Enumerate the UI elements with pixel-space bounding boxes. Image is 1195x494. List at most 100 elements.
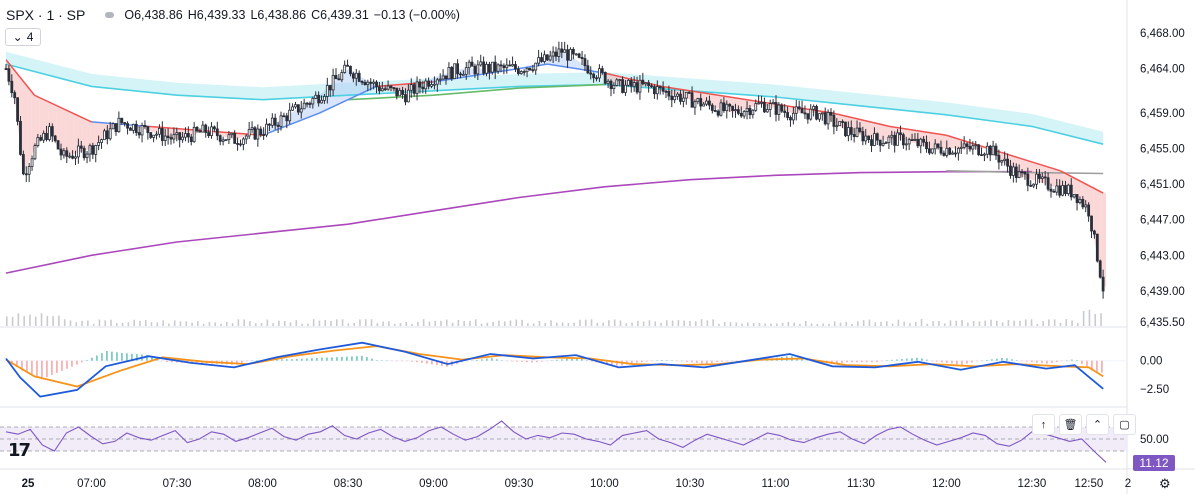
candle-body	[76, 145, 80, 158]
tradingview-logo[interactable]: 17	[8, 440, 31, 461]
candle-body	[392, 87, 396, 90]
macd-histogram-bar	[316, 357, 318, 361]
ema-cyan-cloud	[6, 51, 1104, 145]
ema-fill-segment	[293, 108, 298, 124]
volume-bar	[897, 319, 900, 326]
candle-body	[53, 135, 57, 142]
candle-body	[670, 95, 674, 101]
macd-histogram-bar	[361, 355, 363, 361]
macd-histogram-bar	[1046, 360, 1048, 364]
candle-body	[650, 85, 653, 88]
volume-bar	[440, 320, 442, 326]
volume-bar	[729, 322, 732, 326]
macd-histogram-bar	[126, 353, 128, 361]
candle-body	[742, 111, 746, 117]
collapse-pane-button[interactable]: ⌃	[1086, 414, 1109, 435]
candle-body	[13, 92, 17, 99]
macd-histogram-bar	[236, 360, 238, 365]
volume-bar	[1030, 319, 1033, 326]
candle-body	[418, 81, 422, 88]
macd-histogram-bar	[606, 360, 608, 364]
legend-header: SPX · 1 · SP O6,438.86 H6,439.33 L6,438.…	[6, 5, 460, 25]
candle-body	[930, 148, 934, 154]
ema-cyan-line	[5, 63, 1104, 145]
volume-bar	[990, 319, 992, 326]
candle-body	[823, 112, 827, 125]
volume-bar	[712, 319, 714, 326]
macd-histogram-bar	[76, 360, 78, 365]
candle-body	[910, 139, 914, 141]
candle-body	[244, 135, 248, 140]
market-status-icon	[105, 12, 115, 18]
ema-fill-segment	[44, 99, 49, 137]
price-tick-label: 6,459.00	[1140, 108, 1185, 120]
macd-histogram-bar	[1066, 360, 1068, 361]
macd-histogram-bar	[321, 357, 323, 361]
volume-bar	[318, 320, 321, 326]
macd-histogram-bar	[976, 360, 978, 362]
macd-histogram-bar	[966, 360, 968, 364]
time-tick-label: 09:00	[419, 478, 448, 490]
volume-bar	[857, 321, 859, 326]
macd-histogram-bar	[131, 353, 133, 361]
ema-fast-line	[889, 125, 947, 137]
volume-bar	[307, 323, 309, 326]
ema-fill-segment	[742, 98, 747, 111]
ema-fill-segment	[941, 134, 946, 149]
candle-body	[525, 67, 529, 73]
symbol-title[interactable]: SPX · 1 · SP	[6, 7, 86, 23]
candle-body	[184, 133, 187, 138]
candle-body	[160, 128, 164, 141]
macd-histogram-bar	[676, 360, 678, 362]
macd-histogram-bar	[1101, 360, 1103, 373]
candle-body	[103, 130, 106, 141]
volume-bar	[463, 321, 465, 326]
candle-body	[774, 102, 778, 115]
macd-histogram-bar	[576, 357, 578, 361]
macd-histogram-bar	[1031, 360, 1033, 363]
macd-histogram-bar	[91, 357, 93, 361]
candle-body	[780, 104, 784, 112]
volume-bar	[515, 319, 518, 326]
ema-fill-segment	[1101, 192, 1106, 289]
macd-histogram-bar	[806, 360, 808, 362]
volume-bar	[399, 323, 402, 326]
macd-histogram-bar	[691, 360, 693, 363]
candle-body	[974, 144, 978, 147]
macd-histogram-bar	[986, 359, 988, 361]
indicators-collapse-button[interactable]: ⌄ 4	[5, 28, 41, 46]
ema-fill-segment	[945, 135, 950, 149]
volume-bar	[243, 319, 245, 326]
candle-body	[24, 173, 28, 176]
volume-bar	[1036, 323, 1039, 326]
gear-icon[interactable]: ⚙	[1159, 476, 1171, 491]
volume-bar	[11, 316, 14, 326]
maximize-pane-button[interactable]: ▢	[1113, 414, 1136, 435]
candle-body	[433, 83, 436, 86]
volume-bar	[839, 322, 842, 326]
candle-body	[505, 64, 509, 69]
delete-pane-button[interactable]: 🗑	[1059, 414, 1082, 435]
volume-bar	[173, 320, 176, 326]
volume-bar	[648, 320, 651, 326]
move-pane-up-button[interactable]: ↑	[1032, 414, 1055, 435]
candle-body	[4, 68, 8, 70]
open-value: O6,438.86	[124, 8, 183, 22]
candle-body	[7, 68, 11, 82]
candle-body	[734, 109, 737, 112]
volume-bar	[127, 322, 130, 326]
volume-bar	[776, 323, 778, 326]
candle-body	[120, 117, 124, 123]
rsi-line	[5, 420, 1107, 463]
candle-body	[444, 75, 448, 80]
ema-fill-segment	[154, 126, 159, 134]
macd-histogram-bar	[366, 357, 368, 361]
candle-body	[988, 145, 992, 156]
volume-bar	[156, 322, 159, 326]
macd-histogram-bar	[61, 360, 63, 371]
macd-histogram-bar	[1041, 360, 1043, 364]
volume-bar	[996, 320, 998, 326]
candle-body	[658, 86, 662, 89]
ema-fill-segment	[1055, 169, 1060, 189]
